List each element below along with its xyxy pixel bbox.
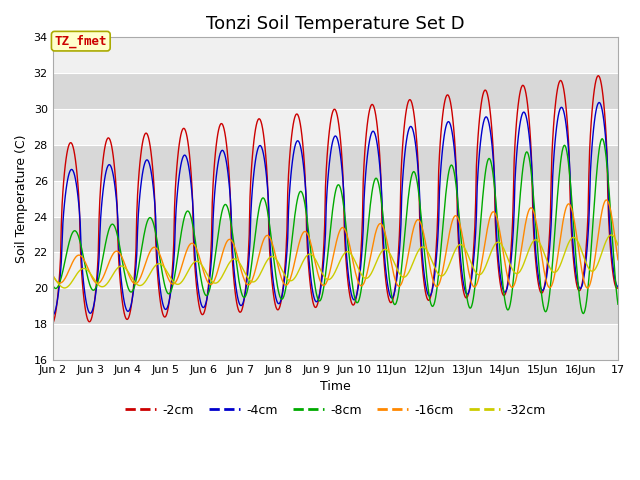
Text: TZ_fmet: TZ_fmet — [54, 35, 107, 48]
Title: Tonzi Soil Temperature Set D: Tonzi Soil Temperature Set D — [206, 15, 465, 33]
X-axis label: Time: Time — [320, 381, 351, 394]
Y-axis label: Soil Temperature (C): Soil Temperature (C) — [15, 134, 28, 263]
Bar — [52, 216, 618, 252]
Legend: -2cm, -4cm, -8cm, -16cm, -32cm: -2cm, -4cm, -8cm, -16cm, -32cm — [120, 398, 551, 421]
Bar — [52, 181, 618, 216]
Bar — [52, 252, 618, 288]
Bar — [52, 324, 618, 360]
Bar — [52, 109, 618, 145]
Bar — [52, 288, 618, 324]
Bar — [52, 37, 618, 73]
Bar — [52, 73, 618, 109]
Bar — [52, 145, 618, 181]
